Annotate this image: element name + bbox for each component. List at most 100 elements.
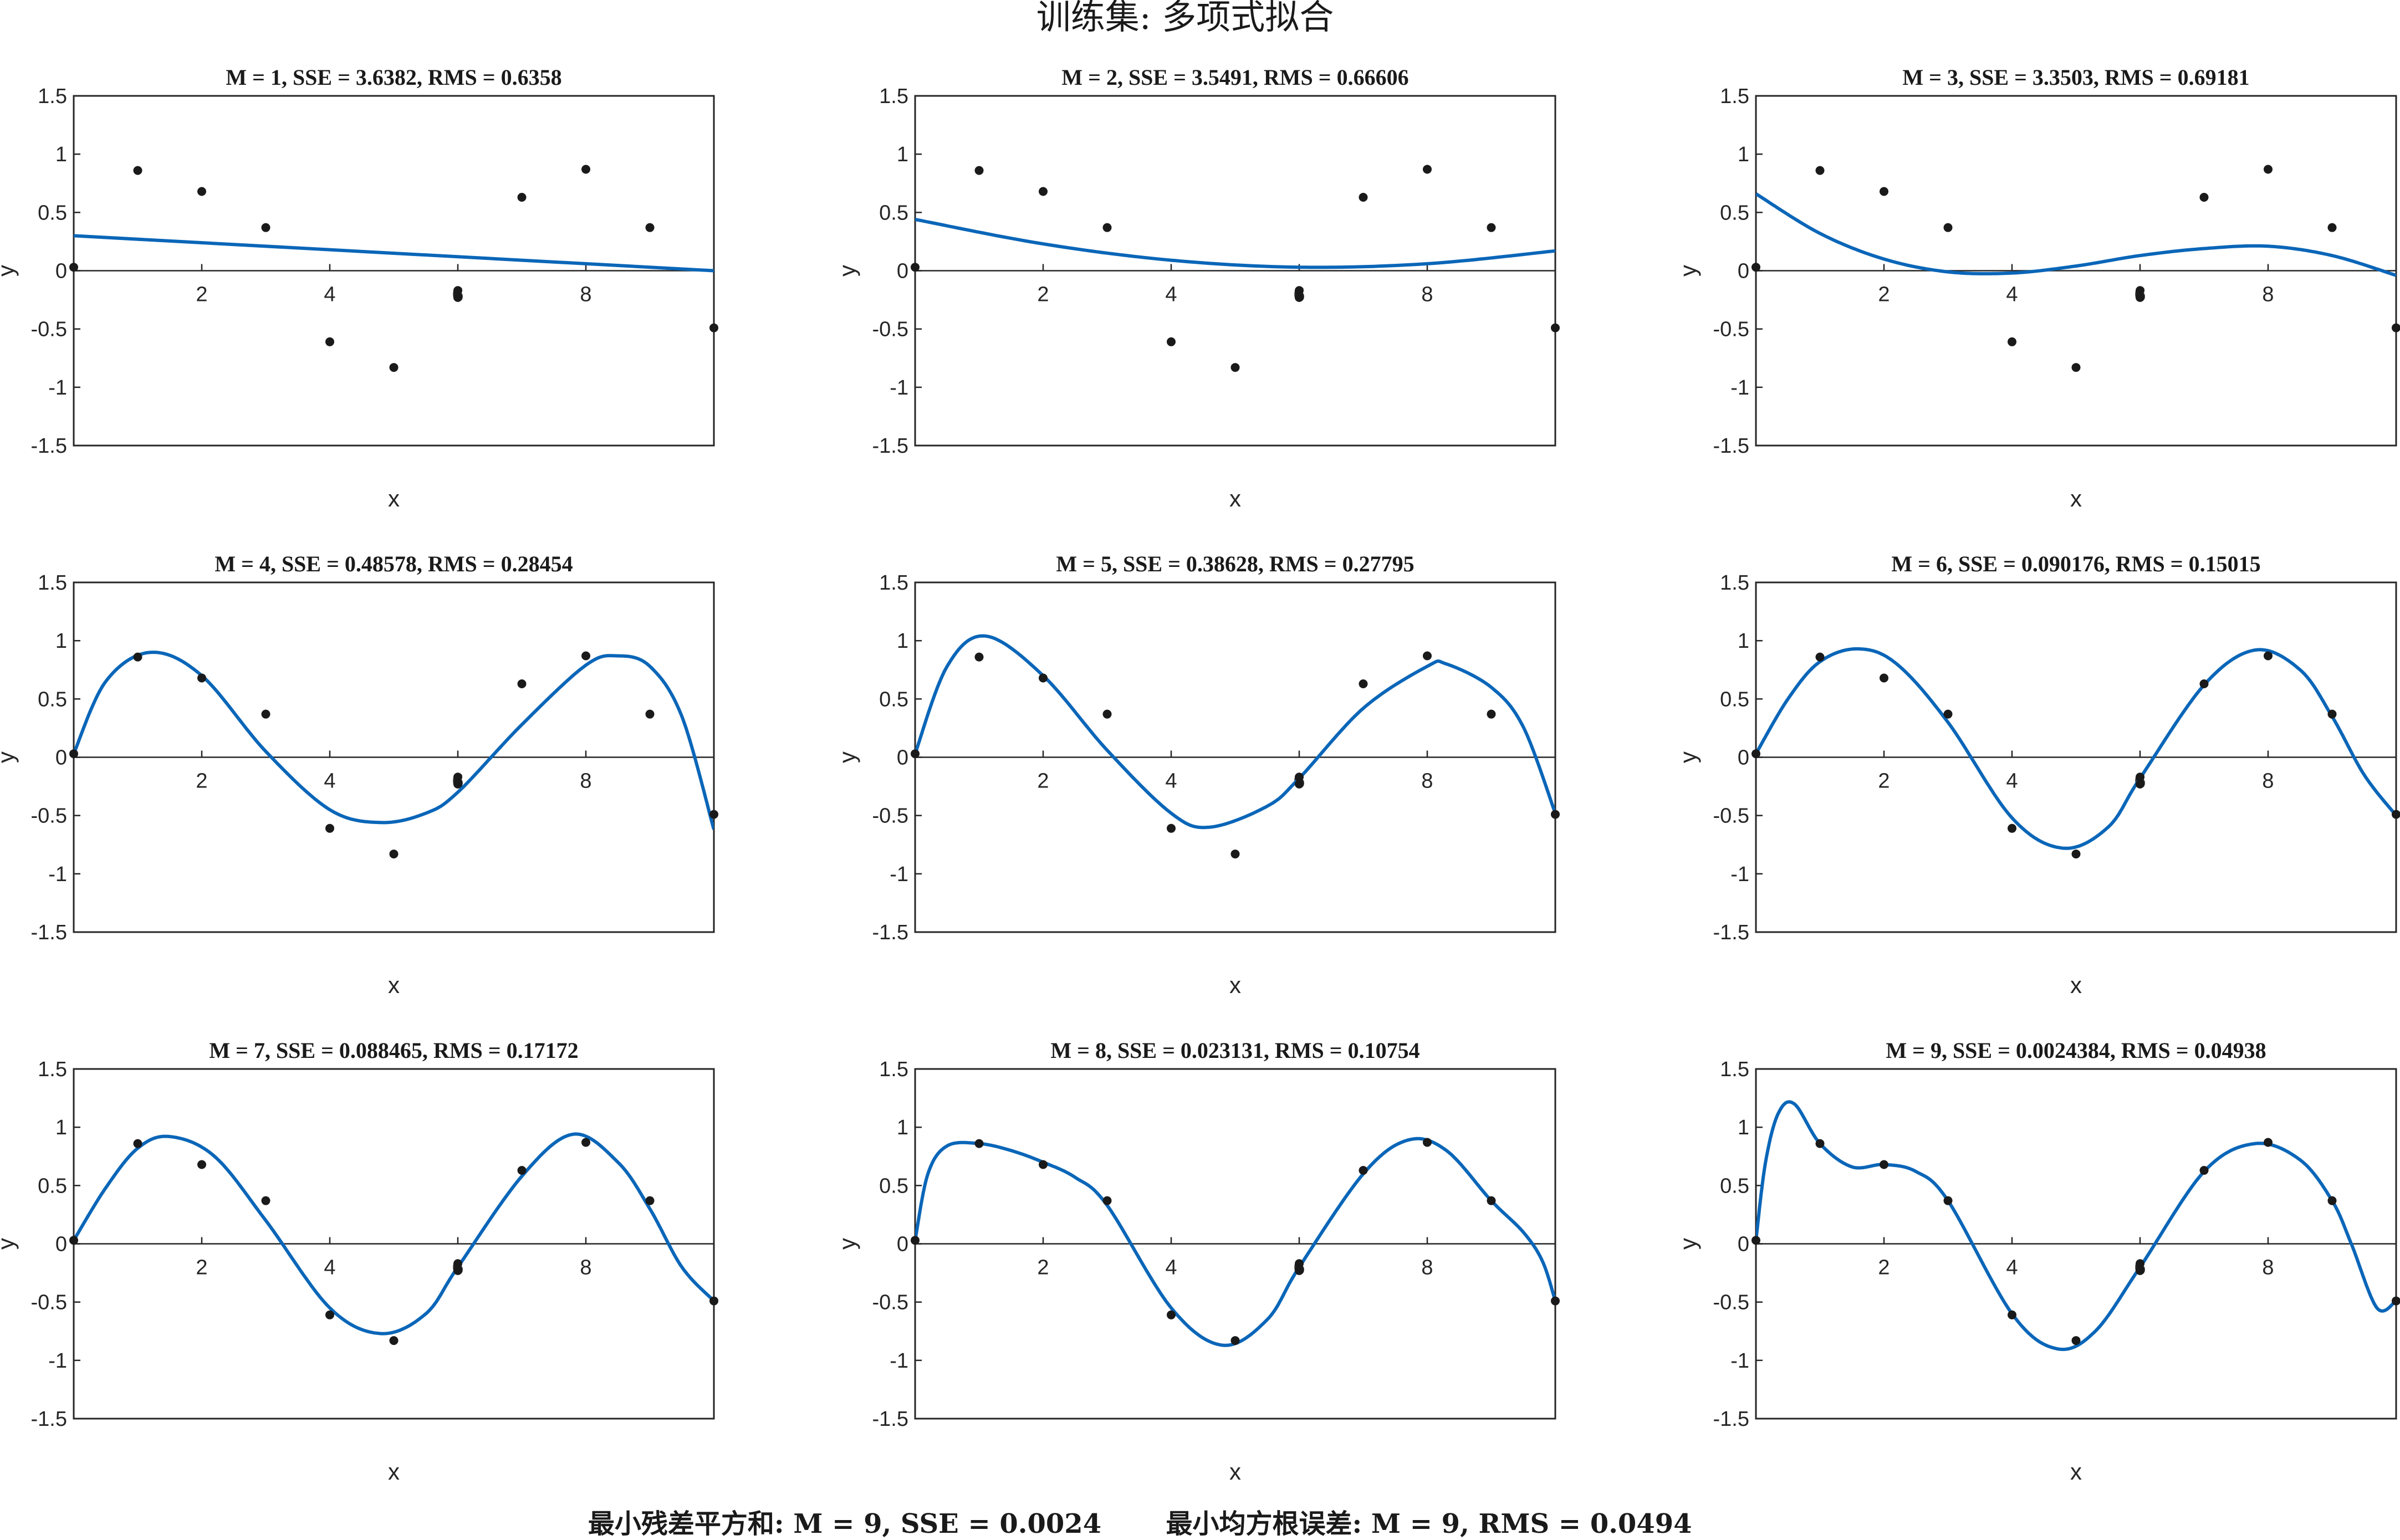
x-tick-label: 8: [1421, 770, 1433, 793]
data-point: [2199, 679, 2209, 688]
data-point: [2136, 293, 2144, 302]
data-point: [1752, 749, 1760, 759]
data-point: [911, 263, 920, 272]
y-tick-label: 1: [55, 1116, 67, 1139]
x-tick-label: 8: [580, 1256, 591, 1280]
y-tick-label: 0.5: [38, 688, 67, 711]
y-tick-label: 1: [897, 143, 908, 166]
y-tick-label: 1.5: [879, 1058, 908, 1081]
data-point: [1487, 223, 1496, 232]
y-axis-label: y: [834, 265, 860, 277]
y-tick-label: -1.5: [31, 434, 67, 458]
min-rms-summary: 最小均方根误差: M = 9, RMS = 0.0494: [1166, 1508, 1692, 1539]
data-point: [1167, 1310, 1176, 1319]
y-tick-label: -1: [890, 376, 908, 400]
y-axis-label: y: [0, 265, 19, 277]
y-tick-label: 0.5: [879, 1174, 908, 1198]
data-point: [325, 337, 334, 346]
y-tick-label: 0.5: [38, 201, 67, 224]
data-point: [1039, 1160, 1048, 1169]
x-tick-label: 8: [580, 770, 591, 793]
data-point: [1039, 187, 1048, 196]
data-point: [2392, 1296, 2400, 1306]
subplot-title: M = 3, SSE = 3.3503, RMS = 0.69181: [1902, 65, 2249, 90]
data-point: [1551, 810, 1560, 819]
data-point: [2392, 810, 2400, 819]
y-axis-label: y: [0, 1238, 19, 1250]
y-tick-label: -0.5: [31, 1291, 67, 1314]
data-point: [2327, 709, 2337, 719]
x-tick-label: 4: [2006, 770, 2018, 793]
y-axis-label: y: [1675, 265, 1701, 277]
x-tick-label: 2: [196, 283, 207, 306]
subplot-title: M = 6, SSE = 0.090176, RMS = 0.15015: [1891, 551, 2260, 576]
x-axis-label: x: [2070, 485, 2082, 511]
x-tick-label: 8: [2262, 1256, 2274, 1280]
x-tick-label: 8: [2262, 283, 2274, 306]
data-point: [1295, 1266, 1304, 1275]
fitted-curve: [74, 234, 714, 273]
data-point: [389, 850, 399, 859]
x-axis-label: x: [2070, 972, 2082, 998]
x-tick-label: 4: [324, 770, 335, 793]
data-point: [2071, 1336, 2081, 1345]
y-tick-label: -0.5: [872, 805, 908, 828]
data-point: [581, 651, 590, 661]
data-point: [261, 709, 270, 719]
data-point: [911, 1236, 920, 1245]
y-tick-label: -1: [48, 863, 67, 886]
data-point: [2136, 779, 2144, 789]
y-tick-label: 0: [55, 1233, 67, 1256]
x-axis-label: x: [2070, 1459, 2082, 1485]
data-point: [709, 810, 718, 819]
y-tick-label: 1.5: [1720, 571, 1749, 595]
data-point: [1943, 223, 1953, 232]
fitted-curve: [915, 218, 1555, 269]
y-tick-label: -1.5: [1713, 921, 1749, 944]
figure-title: 训练集: 多项式拟合: [1036, 0, 1334, 37]
data-point: [1423, 165, 1432, 174]
fitted-curve: [915, 634, 1555, 830]
y-tick-label: -0.5: [1713, 805, 1749, 828]
data-point: [2264, 1138, 2273, 1147]
x-tick-label: 8: [1421, 283, 1433, 306]
y-tick-label: -1.5: [1713, 1408, 1749, 1431]
y-axis-label: y: [834, 751, 860, 763]
y-tick-label: -1: [48, 1349, 67, 1373]
y-tick-label: -1: [1730, 376, 1749, 400]
data-point: [1423, 1138, 1432, 1147]
y-tick-label: 0: [897, 746, 908, 770]
data-point: [2264, 165, 2273, 174]
y-tick-label: -1.5: [872, 1408, 908, 1431]
data-point: [69, 749, 78, 759]
data-point: [974, 652, 984, 662]
data-point: [1230, 1336, 1240, 1345]
data-point: [709, 323, 718, 332]
data-point: [1752, 263, 1760, 272]
min-sse-summary: 最小残差平方和: M = 9, SSE = 0.0024: [588, 1508, 1101, 1539]
y-tick-label: 1.5: [38, 1058, 67, 1081]
fitted-curve: [1756, 1100, 2396, 1351]
data-point: [69, 1236, 78, 1245]
data-point: [2199, 192, 2209, 202]
data-point: [1230, 850, 1240, 859]
y-tick-label: -1: [890, 1349, 908, 1373]
data-point: [1815, 1139, 1825, 1148]
subplot-title: M = 1, SSE = 3.6382, RMS = 0.6358: [226, 65, 561, 90]
data-point: [1880, 673, 1888, 683]
x-tick-label: 4: [2006, 283, 2018, 306]
subplot-m2: M = 2, SSE = 3.5491, RMS = 0.6660624681.…: [834, 65, 1560, 511]
y-tick-label: 0.5: [879, 688, 908, 711]
y-tick-label: 1: [897, 630, 908, 653]
fitted-curve: [1756, 192, 2396, 277]
data-point: [645, 1196, 655, 1205]
data-point: [1752, 1236, 1760, 1245]
data-point: [133, 166, 142, 175]
data-point: [1167, 823, 1176, 833]
data-point: [1359, 679, 1368, 688]
x-tick-label: 4: [324, 283, 335, 306]
data-point: [974, 1139, 984, 1148]
data-point: [1551, 1296, 1560, 1306]
data-point: [1167, 337, 1176, 346]
data-point: [2199, 1165, 2209, 1175]
